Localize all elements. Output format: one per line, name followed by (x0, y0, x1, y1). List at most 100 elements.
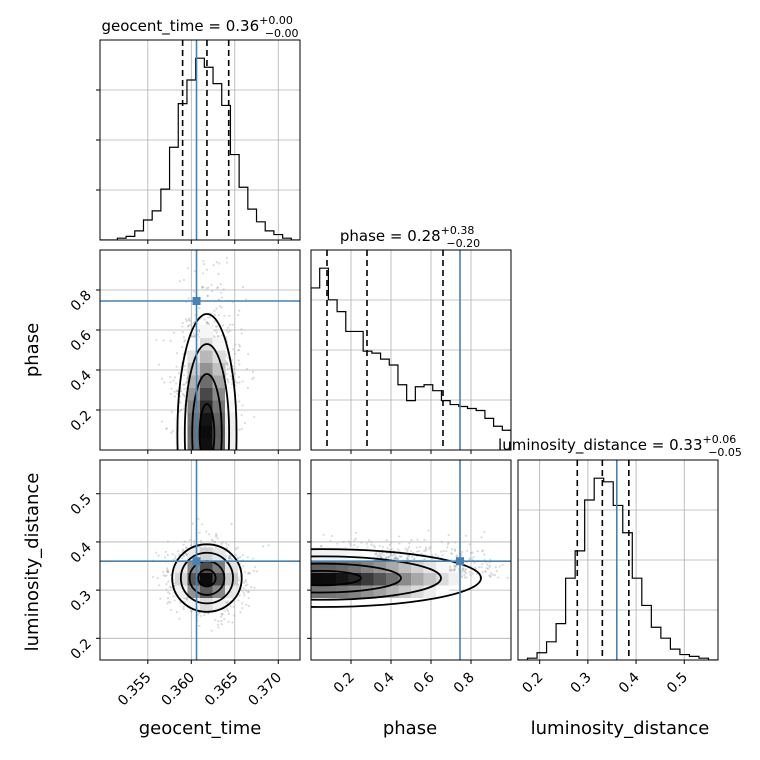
sample-point (183, 339, 187, 342)
sample-point (172, 595, 175, 598)
sample-point (225, 329, 228, 332)
sample-point (237, 556, 240, 559)
sample-point (238, 428, 241, 431)
sample-point (483, 553, 486, 556)
sample-point (468, 557, 472, 560)
sample-point (166, 568, 169, 571)
sample-point (165, 567, 169, 570)
sample-point (205, 268, 209, 271)
sample-point (397, 535, 401, 538)
sample-point (243, 422, 246, 425)
sample-point (233, 368, 236, 371)
sample-point (255, 570, 258, 573)
sample-point (212, 264, 215, 267)
density-cell (323, 585, 337, 598)
contour-level-1 (191, 373, 223, 450)
sample-point (472, 556, 475, 559)
sample-point (211, 539, 215, 542)
xlabel-geocent-time: geocent_time (139, 718, 262, 739)
sample-point (408, 546, 411, 549)
sample-point (166, 602, 169, 605)
sample-point (217, 272, 220, 275)
sample-point (240, 427, 244, 431)
sample-point (251, 370, 255, 374)
sample-point (336, 542, 339, 545)
contour-level-0 (311, 569, 362, 587)
sample-point (233, 372, 236, 376)
sample-point (187, 297, 190, 300)
sample-point (481, 562, 484, 566)
density-cell (411, 560, 424, 573)
density-cell (398, 572, 412, 586)
sample-point (165, 574, 168, 577)
sample-point (430, 554, 434, 557)
sample-point (399, 555, 402, 559)
sample-point (491, 573, 494, 576)
sample-point (461, 575, 464, 579)
sample-point (252, 569, 255, 573)
sample-point (188, 319, 192, 323)
x-tick-label: 0.2 (519, 670, 546, 697)
sample-point (247, 596, 250, 600)
sample-point (453, 568, 457, 571)
sample-point (423, 538, 426, 541)
sample-point (456, 554, 459, 557)
sample-point (485, 566, 488, 570)
sample-point (164, 550, 167, 553)
sample-point (253, 415, 256, 419)
sample-point (220, 296, 224, 299)
sample-point (156, 576, 159, 580)
sample-point (245, 298, 248, 301)
sample-point (182, 554, 186, 558)
sample-point (445, 550, 448, 553)
y-tick-label: 0.4 (68, 539, 95, 566)
sample-point (241, 554, 244, 557)
sample-point (166, 540, 170, 543)
sample-point (469, 551, 472, 554)
sample-point (375, 552, 378, 556)
panel-phase-vs-luminosity-distance: 0.2 0.4 0.6 0.8 (307, 459, 527, 697)
contour-level-0 (197, 568, 217, 588)
sample-point (213, 313, 217, 317)
sample-point (247, 604, 250, 608)
sample-point (372, 544, 376, 547)
x-tick-label: 0.4 (371, 669, 398, 696)
sample-point (427, 529, 430, 532)
sample-point (424, 548, 428, 551)
sample-point (418, 545, 422, 549)
sample-point (234, 553, 238, 557)
sample-point (166, 570, 169, 574)
sample-point (175, 365, 178, 368)
sample-point (454, 566, 457, 569)
density-cell (311, 585, 324, 598)
sample-point (525, 572, 527, 574)
x-tick-label: 0.5 (664, 670, 691, 697)
density-cell (212, 400, 226, 413)
sample-point (367, 539, 371, 542)
sample-point (230, 358, 233, 361)
sample-point (207, 323, 211, 326)
sample-point (436, 555, 439, 558)
sample-point (225, 362, 228, 366)
sample-point (228, 323, 232, 326)
sample-point (155, 551, 158, 554)
sample-point (220, 612, 223, 615)
y-tick-label: 0.2 (68, 408, 95, 435)
sample-point (449, 568, 452, 571)
sample-point (452, 569, 455, 572)
xlabel-phase: phase (383, 718, 437, 739)
sample-point (218, 262, 221, 265)
sample-point (237, 599, 240, 602)
sample-point (178, 410, 181, 413)
sample-point (244, 571, 247, 574)
sample-point (238, 400, 241, 403)
density-cell (212, 585, 226, 598)
density-cell (187, 412, 201, 426)
sample-point (471, 572, 474, 575)
sample-point (381, 551, 384, 555)
sample-point (183, 388, 186, 391)
sample-point (238, 594, 241, 597)
sample-point (216, 286, 219, 289)
sample-point (181, 548, 184, 551)
sample-point (462, 567, 465, 571)
